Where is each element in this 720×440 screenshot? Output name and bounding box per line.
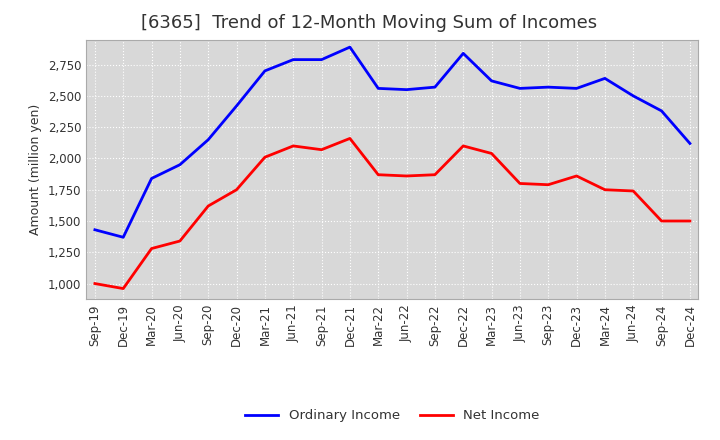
Net Income: [289, 143, 297, 149]
Legend: Ordinary Income, Net Income: Ordinary Income, Net Income: [240, 404, 545, 428]
Net Income: [402, 173, 411, 179]
Ordinary Income: [346, 44, 354, 50]
Net Income: [176, 238, 184, 244]
Net Income: [204, 203, 212, 209]
Net Income: [572, 173, 581, 179]
Net Income: [459, 143, 467, 149]
Net Income: [261, 154, 269, 160]
Net Income: [600, 187, 609, 192]
Net Income: [516, 181, 524, 186]
Ordinary Income: [516, 86, 524, 91]
Net Income: [374, 172, 382, 177]
Net Income: [233, 187, 241, 192]
Net Income: [685, 218, 694, 224]
Net Income: [346, 136, 354, 141]
Y-axis label: Amount (million yen): Amount (million yen): [30, 104, 42, 235]
Ordinary Income: [261, 68, 269, 73]
Text: [6365]  Trend of 12-Month Moving Sum of Incomes: [6365] Trend of 12-Month Moving Sum of I…: [141, 15, 598, 33]
Net Income: [91, 281, 99, 286]
Ordinary Income: [629, 93, 637, 99]
Ordinary Income: [91, 227, 99, 232]
Line: Net Income: Net Income: [95, 139, 690, 289]
Net Income: [544, 182, 552, 187]
Net Income: [431, 172, 439, 177]
Ordinary Income: [402, 87, 411, 92]
Ordinary Income: [544, 84, 552, 90]
Ordinary Income: [685, 141, 694, 146]
Ordinary Income: [233, 103, 241, 109]
Ordinary Income: [119, 235, 127, 240]
Line: Ordinary Income: Ordinary Income: [95, 47, 690, 237]
Ordinary Income: [600, 76, 609, 81]
Ordinary Income: [176, 162, 184, 167]
Net Income: [657, 218, 666, 224]
Net Income: [318, 147, 326, 152]
Net Income: [119, 286, 127, 291]
Ordinary Income: [374, 86, 382, 91]
Ordinary Income: [431, 84, 439, 90]
Ordinary Income: [572, 86, 581, 91]
Net Income: [629, 188, 637, 194]
Ordinary Income: [487, 78, 496, 84]
Net Income: [148, 246, 156, 251]
Ordinary Income: [148, 176, 156, 181]
Ordinary Income: [204, 137, 212, 142]
Ordinary Income: [318, 57, 326, 62]
Ordinary Income: [289, 57, 297, 62]
Ordinary Income: [459, 51, 467, 56]
Ordinary Income: [657, 108, 666, 114]
Net Income: [487, 151, 496, 156]
